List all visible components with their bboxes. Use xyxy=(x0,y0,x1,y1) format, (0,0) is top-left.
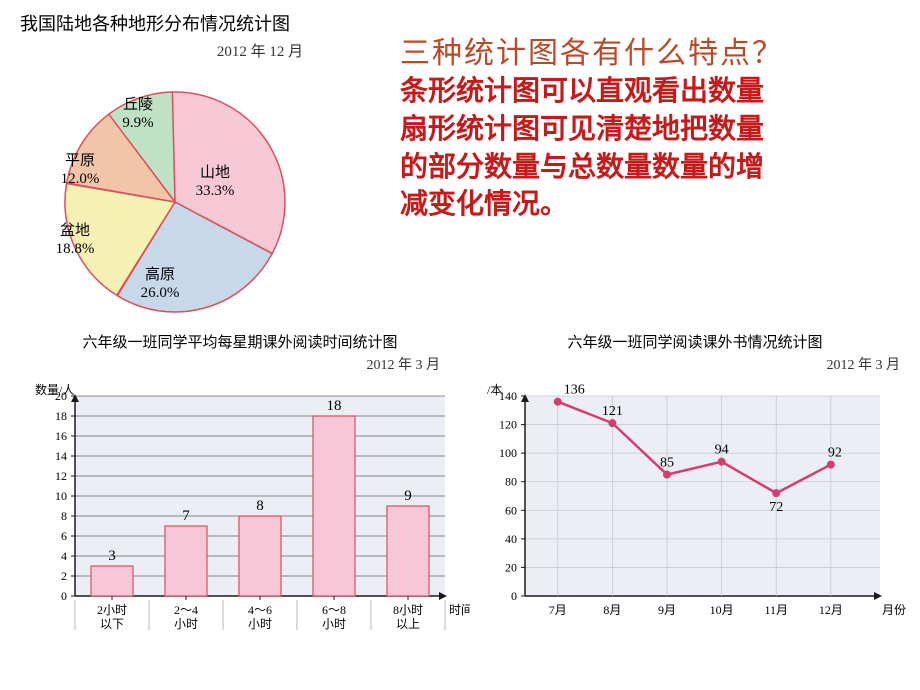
svg-text:2小时: 2小时 xyxy=(97,603,127,617)
svg-text:6: 6 xyxy=(61,529,67,543)
svg-text:26.0%: 26.0% xyxy=(141,285,180,301)
svg-text:9: 9 xyxy=(404,488,412,504)
svg-text:60: 60 xyxy=(505,503,517,517)
line-date: 2012 年 3 月 xyxy=(470,354,920,374)
svg-text:山地: 山地 xyxy=(200,164,230,181)
svg-text:8: 8 xyxy=(256,498,264,514)
svg-text:8: 8 xyxy=(61,509,67,523)
svg-text:72: 72 xyxy=(769,500,783,515)
overlay-line-3: 扇形统计图可见清楚地把数量 xyxy=(400,110,910,148)
overlay-line-1: 三种统计图各有什么特点？ xyxy=(400,28,910,72)
svg-text:0: 0 xyxy=(511,589,517,603)
svg-text:18: 18 xyxy=(55,409,67,423)
svg-text:小时: 小时 xyxy=(322,617,346,631)
svg-text:14: 14 xyxy=(55,449,67,463)
svg-text:11月: 11月 xyxy=(764,603,788,617)
svg-text:2: 2 xyxy=(61,569,67,583)
overlay-line-4: 的部分数量与总数量数量的增 xyxy=(400,148,910,186)
svg-text:月份: 月份 xyxy=(882,603,906,617)
svg-text:92: 92 xyxy=(828,446,842,461)
overlay-line-2: 条形统计图可以直观看出数量 xyxy=(400,72,910,110)
svg-text:18: 18 xyxy=(327,398,342,414)
svg-text:9.9%: 9.9% xyxy=(122,115,153,131)
svg-text:3: 3 xyxy=(108,548,116,564)
pie-title: 我国陆地各种地形分布情况统计图 xyxy=(20,10,380,36)
svg-text:18.8%: 18.8% xyxy=(56,241,95,257)
svg-text:盆地: 盆地 xyxy=(60,222,90,239)
svg-text:以下: 以下 xyxy=(100,617,124,631)
bar-chart: 02468101214161820数量/人32小时以下72～4小时84～6小时1… xyxy=(20,378,470,658)
svg-text:8月: 8月 xyxy=(603,603,621,617)
svg-text:/本: /本 xyxy=(487,383,502,397)
svg-text:以上: 以上 xyxy=(396,617,420,631)
svg-text:高原: 高原 xyxy=(145,266,175,283)
overlay-text-block: 三种统计图各有什么特点？ 条形统计图可以直观看出数量 扇形统计图可见清楚地把数量… xyxy=(400,28,910,223)
bar-title: 六年级一班同学平均每星期课外阅读时间统计图 xyxy=(20,331,460,352)
svg-text:20: 20 xyxy=(505,560,517,574)
line-chart: 020406080100120140/本7月8月9月10月11月12月13612… xyxy=(470,378,910,658)
svg-text:136: 136 xyxy=(564,383,585,398)
svg-text:33.3%: 33.3% xyxy=(196,183,235,199)
svg-text:40: 40 xyxy=(505,532,517,546)
svg-text:7: 7 xyxy=(182,508,190,524)
svg-text:94: 94 xyxy=(715,443,729,458)
svg-text:4: 4 xyxy=(61,549,67,563)
svg-text:12: 12 xyxy=(55,469,67,483)
svg-text:4～6: 4～6 xyxy=(248,603,272,617)
svg-text:6～8: 6～8 xyxy=(322,603,346,617)
svg-text:12.0%: 12.0% xyxy=(61,171,100,187)
bar-date: 2012 年 3 月 xyxy=(20,354,460,374)
svg-text:丘陵: 丘陵 xyxy=(123,96,153,113)
svg-text:平原: 平原 xyxy=(65,153,95,169)
svg-text:100: 100 xyxy=(499,446,517,460)
svg-text:10: 10 xyxy=(55,489,67,503)
svg-text:85: 85 xyxy=(660,456,674,471)
svg-text:80: 80 xyxy=(505,475,517,489)
svg-text:2～4: 2～4 xyxy=(174,603,198,617)
svg-text:16: 16 xyxy=(55,429,67,443)
svg-text:120: 120 xyxy=(499,418,517,432)
svg-text:10月: 10月 xyxy=(710,603,734,617)
svg-text:9月: 9月 xyxy=(658,603,676,617)
svg-text:小时: 小时 xyxy=(248,617,272,631)
svg-text:121: 121 xyxy=(602,404,623,419)
svg-text:8小时: 8小时 xyxy=(393,603,423,617)
line-chart-section: 六年级一班同学阅读课外书情况统计图 2012 年 3 月 0 20 40 60 80 10… xyxy=(460,331,920,658)
svg-text:数量/人: 数量/人 xyxy=(35,382,74,397)
svg-text:小时: 小时 xyxy=(174,617,198,631)
pie-chart: 山地 33.3% 高原 26.0% 盆地 18.8% 平原 12.0% 丘陵 9.9% xyxy=(20,67,350,327)
svg-text:12月: 12月 xyxy=(819,603,843,617)
overlay-line-5: 减变化情况。 xyxy=(400,185,910,223)
svg-text:0: 0 xyxy=(61,589,67,603)
pie-chart-section: 我国陆地各种地形分布情况统计图 2012 年 12 月 山地 33.3% 高原 26.… xyxy=(0,0,380,327)
line-title: 六年级一班同学阅读课外书情况统计图 xyxy=(470,331,920,352)
pie-date: 2012 年 12 月 xyxy=(140,40,380,61)
bar-chart-section: 六年级一班同学平均每星期课外阅读时间统计图 2012 年 3 月 0 2 4 6 8 10… xyxy=(0,331,460,658)
svg-text:7月: 7月 xyxy=(549,603,567,617)
